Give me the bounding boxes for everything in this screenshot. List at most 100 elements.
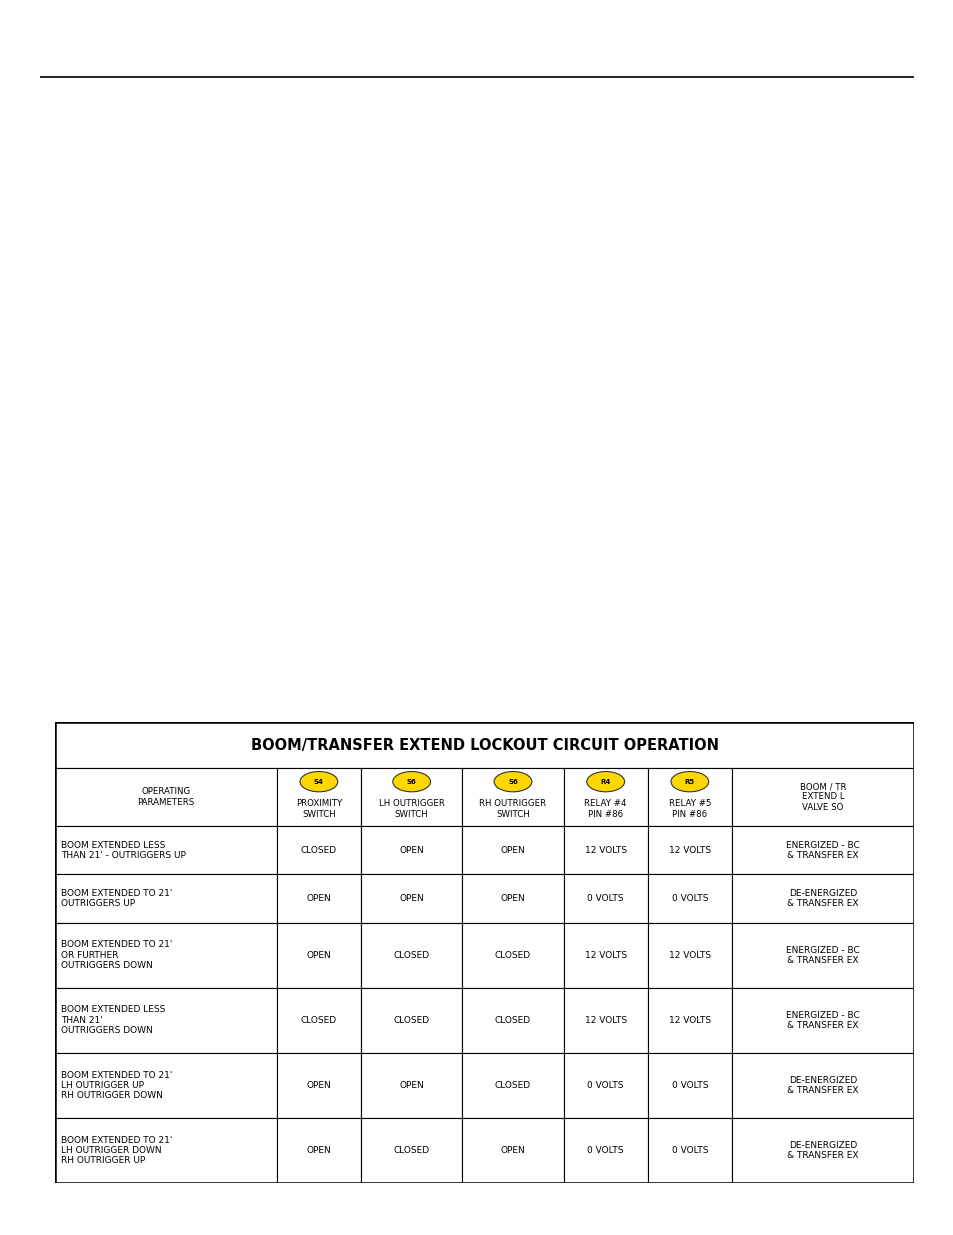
Text: RELAY #5
PIN #86: RELAY #5 PIN #86 <box>668 799 710 819</box>
Bar <box>563 874 647 923</box>
Bar <box>360 988 462 1053</box>
Text: 12 VOLTS: 12 VOLTS <box>668 951 710 960</box>
Circle shape <box>670 772 708 792</box>
Text: 0 VOLTS: 0 VOLTS <box>587 1146 623 1155</box>
Bar <box>276 988 360 1053</box>
Bar <box>731 1118 913 1183</box>
Text: DE-ENERGIZED
& TRANSFER EX: DE-ENERGIZED & TRANSFER EX <box>786 1141 858 1160</box>
Text: 12 VOLTS: 12 VOLTS <box>668 846 710 855</box>
Text: CLOSED: CLOSED <box>495 1016 531 1025</box>
Text: CLOSED: CLOSED <box>495 951 531 960</box>
Bar <box>731 988 913 1053</box>
Bar <box>563 768 647 826</box>
Bar <box>276 768 360 826</box>
Bar <box>563 1118 647 1183</box>
Bar <box>360 923 462 988</box>
Text: DE-ENERGIZED
& TRANSFER EX: DE-ENERGIZED & TRANSFER EX <box>786 1076 858 1095</box>
Bar <box>462 874 563 923</box>
Bar <box>647 923 731 988</box>
Circle shape <box>299 772 337 792</box>
Text: S6: S6 <box>508 779 517 784</box>
Bar <box>731 874 913 923</box>
Circle shape <box>393 772 430 792</box>
Text: RELAY #4
PIN #86: RELAY #4 PIN #86 <box>584 799 626 819</box>
Text: BOOM / TR
EXTEND L
VALVE SO: BOOM / TR EXTEND L VALVE SO <box>799 782 845 811</box>
Bar <box>55 826 276 874</box>
Text: ENERGIZED - BC
& TRANSFER EX: ENERGIZED - BC & TRANSFER EX <box>785 841 859 860</box>
Bar <box>647 1118 731 1183</box>
Bar <box>563 988 647 1053</box>
Text: PROXIMITY
SWITCH: PROXIMITY SWITCH <box>295 799 342 819</box>
Bar <box>276 923 360 988</box>
Bar <box>55 874 276 923</box>
Bar <box>360 768 462 826</box>
Bar <box>360 1053 462 1118</box>
Bar <box>276 826 360 874</box>
Text: OPEN: OPEN <box>500 1146 525 1155</box>
Bar <box>55 768 276 826</box>
Text: OPEN: OPEN <box>399 846 423 855</box>
Text: RH OUTRIGGER
SWITCH: RH OUTRIGGER SWITCH <box>479 799 546 819</box>
Text: 0 VOLTS: 0 VOLTS <box>587 894 623 903</box>
Text: OPEN: OPEN <box>306 1081 331 1091</box>
Text: BOOM EXTENDED LESS
THAN 21' - OUTRIGGERS UP: BOOM EXTENDED LESS THAN 21' - OUTRIGGERS… <box>61 841 186 860</box>
Text: OPEN: OPEN <box>399 1081 423 1091</box>
Bar <box>462 1118 563 1183</box>
Text: CLOSED: CLOSED <box>300 846 336 855</box>
Text: OPEN: OPEN <box>306 894 331 903</box>
Text: BOOM EXTENDED TO 21'
LH OUTRIGGER UP
RH OUTRIGGER DOWN: BOOM EXTENDED TO 21' LH OUTRIGGER UP RH … <box>61 1071 172 1100</box>
Text: BOOM EXTENDED TO 21'
OUTRIGGERS UP: BOOM EXTENDED TO 21' OUTRIGGERS UP <box>61 889 172 908</box>
Text: S4: S4 <box>314 779 324 784</box>
Text: CLOSED: CLOSED <box>394 951 429 960</box>
Text: BOOM EXTENDED LESS
THAN 21'
OUTRIGGERS DOWN: BOOM EXTENDED LESS THAN 21' OUTRIGGERS D… <box>61 1005 166 1035</box>
Text: CLOSED: CLOSED <box>394 1146 429 1155</box>
Bar <box>462 923 563 988</box>
Bar <box>276 874 360 923</box>
Text: 12 VOLTS: 12 VOLTS <box>584 846 626 855</box>
Bar <box>55 988 276 1053</box>
Bar <box>360 826 462 874</box>
Text: BOOM EXTENDED TO 21'
OR FURTHER
OUTRIGGERS DOWN: BOOM EXTENDED TO 21' OR FURTHER OUTRIGGE… <box>61 940 172 971</box>
Text: 12 VOLTS: 12 VOLTS <box>584 1016 626 1025</box>
Bar <box>731 923 913 988</box>
Bar <box>563 1053 647 1118</box>
Text: OPEN: OPEN <box>306 951 331 960</box>
Bar <box>462 768 563 826</box>
Text: OPEN: OPEN <box>306 1146 331 1155</box>
Text: ENERGIZED - BC
& TRANSFER EX: ENERGIZED - BC & TRANSFER EX <box>785 1010 859 1030</box>
Bar <box>731 768 913 826</box>
Text: 12 VOLTS: 12 VOLTS <box>584 951 626 960</box>
Bar <box>731 826 913 874</box>
Bar <box>563 826 647 874</box>
Bar <box>731 1053 913 1118</box>
Bar <box>647 826 731 874</box>
Text: 0 VOLTS: 0 VOLTS <box>671 1081 707 1091</box>
Bar <box>276 1053 360 1118</box>
Text: CLOSED: CLOSED <box>300 1016 336 1025</box>
Bar <box>55 923 276 988</box>
Text: BOOM/TRANSFER EXTEND LOCKOUT CIRCUIT OPERATION: BOOM/TRANSFER EXTEND LOCKOUT CIRCUIT OPE… <box>251 737 718 752</box>
Text: OPERATING
PARAMETERS: OPERATING PARAMETERS <box>137 787 194 806</box>
Bar <box>647 874 731 923</box>
Bar <box>462 826 563 874</box>
Bar <box>647 1053 731 1118</box>
Text: ENERGIZED - BC
& TRANSFER EX: ENERGIZED - BC & TRANSFER EX <box>785 946 859 965</box>
Text: OPEN: OPEN <box>500 846 525 855</box>
Bar <box>55 1053 276 1118</box>
Text: 0 VOLTS: 0 VOLTS <box>587 1081 623 1091</box>
Bar <box>462 1053 563 1118</box>
Text: 0 VOLTS: 0 VOLTS <box>671 1146 707 1155</box>
Text: 12 VOLTS: 12 VOLTS <box>668 1016 710 1025</box>
Circle shape <box>494 772 531 792</box>
Text: R4: R4 <box>599 779 610 784</box>
Text: BOOM EXTENDED TO 21'
LH OUTRIGGER DOWN
RH OUTRIGGER UP: BOOM EXTENDED TO 21' LH OUTRIGGER DOWN R… <box>61 1136 172 1166</box>
Text: 0 VOLTS: 0 VOLTS <box>671 894 707 903</box>
Text: LH OUTRIGGER
SWITCH: LH OUTRIGGER SWITCH <box>378 799 444 819</box>
Text: OPEN: OPEN <box>500 894 525 903</box>
Text: S6: S6 <box>406 779 416 784</box>
Bar <box>563 923 647 988</box>
Bar <box>55 1118 276 1183</box>
Text: CLOSED: CLOSED <box>495 1081 531 1091</box>
Circle shape <box>586 772 624 792</box>
Bar <box>647 988 731 1053</box>
